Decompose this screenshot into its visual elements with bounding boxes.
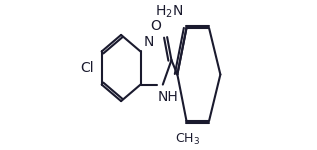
Text: N: N — [143, 35, 154, 49]
Text: CH$_3$: CH$_3$ — [175, 132, 200, 147]
Text: Cl: Cl — [80, 61, 94, 75]
Text: H$_2$N: H$_2$N — [155, 3, 184, 20]
Text: NH: NH — [158, 90, 178, 104]
Text: O: O — [151, 19, 161, 33]
